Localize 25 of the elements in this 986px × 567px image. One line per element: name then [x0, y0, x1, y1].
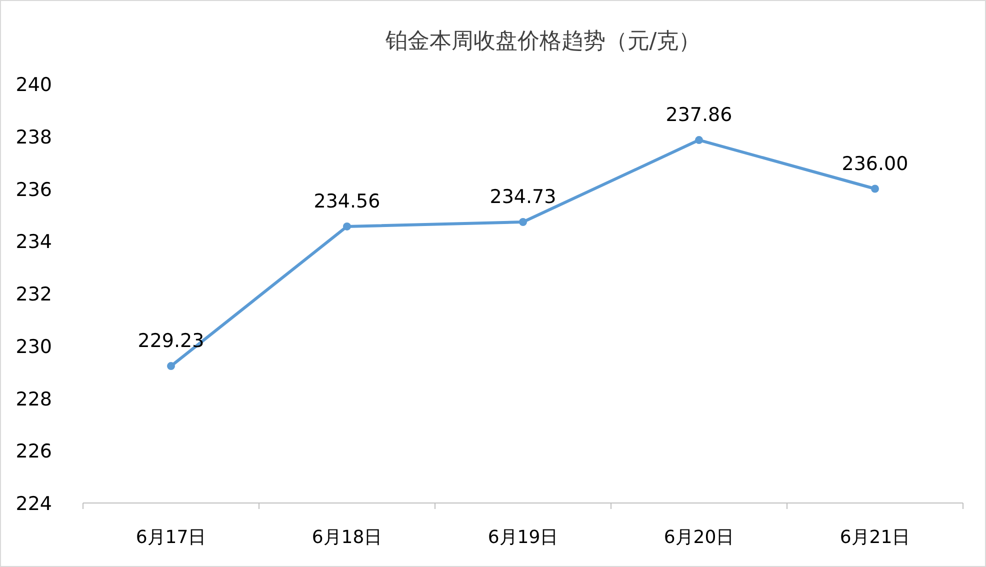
y-tick-label: 224: [16, 493, 52, 515]
y-tick-label: 226: [16, 440, 52, 463]
x-tick-label: 6月18日: [312, 527, 382, 548]
data-label: 229.23: [138, 330, 204, 352]
data-label: 236.00: [842, 152, 908, 175]
x-tick-label: 6月19日: [488, 527, 558, 548]
data-label: 234.73: [490, 186, 556, 208]
point: [695, 136, 703, 144]
point: [871, 184, 879, 193]
data-label: 237.86: [666, 104, 732, 126]
data-label: 234.56: [314, 190, 380, 212]
chart-title: 铂金本周收盘价格趋势（元/克）: [384, 29, 701, 54]
y-tick-label: 230: [16, 336, 52, 358]
y-tick-label: 236: [16, 178, 52, 201]
y-tick-label: 228: [16, 388, 52, 410]
y-tick-label: 240: [16, 74, 52, 96]
y-tick-label: 232: [16, 284, 52, 306]
x-tick-label: 6月17日: [136, 527, 206, 548]
y-tick-label: 238: [16, 126, 52, 148]
x-tick-label: 6月20日: [664, 527, 734, 548]
point: [167, 362, 175, 370]
point: [519, 218, 527, 226]
x-tick-label: 6月21日: [840, 527, 910, 548]
point: [343, 222, 351, 230]
y-tick-label: 234: [16, 231, 52, 254]
